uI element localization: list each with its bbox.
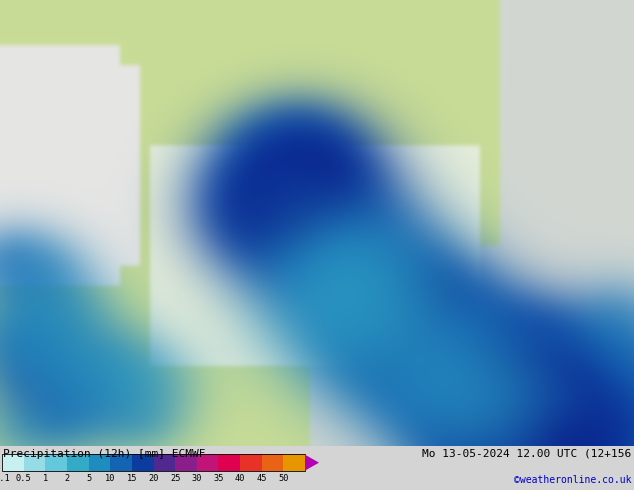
Bar bbox=[132, 454, 153, 471]
Text: 0.1: 0.1 bbox=[0, 474, 10, 484]
Bar bbox=[219, 454, 240, 471]
Text: 45: 45 bbox=[257, 474, 267, 484]
Bar bbox=[240, 454, 262, 471]
Bar bbox=[197, 454, 219, 471]
Text: 0.5: 0.5 bbox=[16, 474, 32, 484]
Bar bbox=[2, 454, 23, 471]
Text: Precipitation (12h) [mm] ECMWF: Precipitation (12h) [mm] ECMWF bbox=[3, 449, 205, 459]
Bar bbox=[262, 454, 283, 471]
Bar bbox=[283, 454, 305, 471]
Text: 35: 35 bbox=[213, 474, 224, 484]
Bar bbox=[175, 454, 197, 471]
Bar bbox=[67, 454, 89, 471]
Text: 40: 40 bbox=[235, 474, 245, 484]
Bar bbox=[23, 454, 45, 471]
Text: ©weatheronline.co.uk: ©weatheronline.co.uk bbox=[514, 474, 631, 485]
Text: 20: 20 bbox=[148, 474, 158, 484]
Polygon shape bbox=[305, 455, 319, 470]
Text: 15: 15 bbox=[127, 474, 137, 484]
Text: Mo 13-05-2024 12.00 UTC (12+156: Mo 13-05-2024 12.00 UTC (12+156 bbox=[422, 449, 631, 459]
Text: 5: 5 bbox=[86, 474, 91, 484]
Bar bbox=[2, 454, 305, 471]
Text: 1: 1 bbox=[42, 474, 48, 484]
Text: 50: 50 bbox=[278, 474, 288, 484]
Bar bbox=[45, 454, 67, 471]
Text: 2: 2 bbox=[64, 474, 70, 484]
Bar bbox=[153, 454, 175, 471]
Text: 25: 25 bbox=[170, 474, 181, 484]
Text: 10: 10 bbox=[105, 474, 115, 484]
Bar bbox=[89, 454, 110, 471]
Bar bbox=[110, 454, 132, 471]
Text: 30: 30 bbox=[191, 474, 202, 484]
